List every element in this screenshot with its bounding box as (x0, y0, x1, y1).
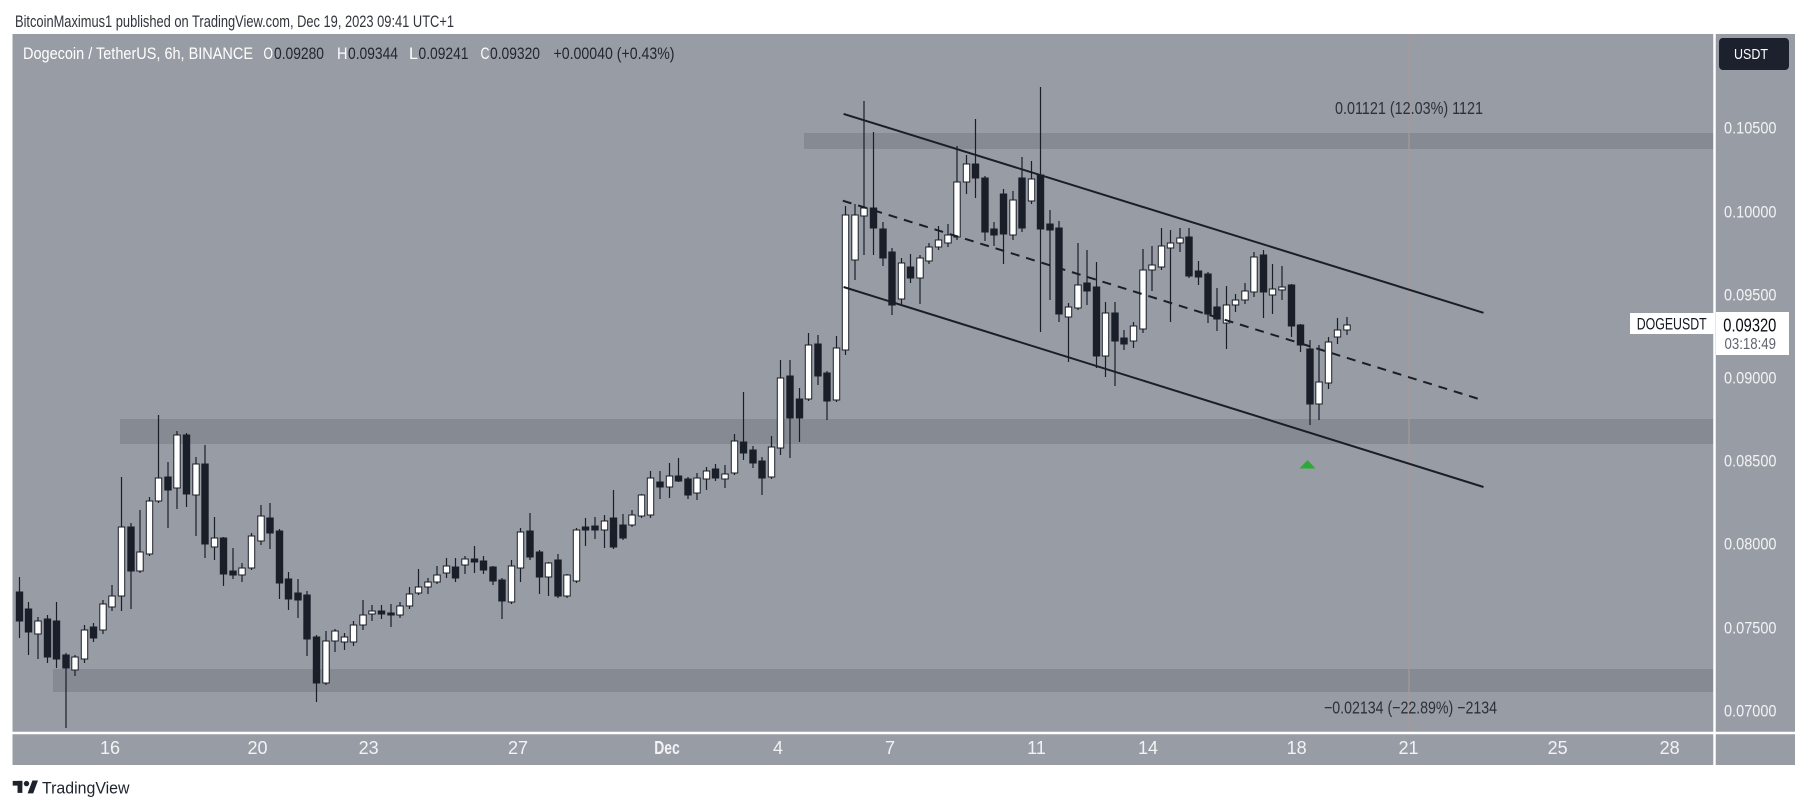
svg-text:H: H (337, 44, 348, 63)
svg-text:C: C (481, 44, 490, 63)
svg-text:Dec: Dec (654, 738, 680, 758)
svg-text:0.10500: 0.10500 (1724, 118, 1777, 137)
svg-text:0.10000: 0.10000 (1724, 202, 1777, 221)
svg-text:11: 11 (1027, 738, 1046, 758)
svg-text:23: 23 (359, 738, 379, 758)
svg-text:20: 20 (247, 738, 267, 758)
svg-text:TradingView: TradingView (42, 779, 130, 798)
svg-text:0.09320: 0.09320 (1723, 315, 1776, 336)
svg-text:0.08500: 0.08500 (1724, 451, 1777, 470)
svg-text:0.09320: 0.09320 (490, 44, 540, 63)
svg-text:USDT: USDT (1734, 47, 1768, 63)
svg-text:14: 14 (1138, 738, 1158, 758)
svg-text:25: 25 (1548, 738, 1568, 758)
svg-text:Dogecoin / TetherUS, 6h, BINAN: Dogecoin / TetherUS, 6h, BINANCE (23, 44, 253, 63)
svg-text:BitcoinMaximus1 published on T: BitcoinMaximus1 published on TradingView… (15, 12, 454, 31)
svg-text:+0.00040 (+0.43%): +0.00040 (+0.43%) (554, 44, 675, 63)
svg-text:0.09000: 0.09000 (1724, 368, 1777, 387)
svg-text:−0.02134 (−22.89%) −2134: −0.02134 (−22.89%) −2134 (1324, 698, 1497, 718)
svg-text:0.09344: 0.09344 (348, 44, 398, 63)
svg-text:16: 16 (100, 738, 120, 758)
svg-text:DOGEUSDT: DOGEUSDT (1637, 316, 1707, 334)
svg-text:4: 4 (773, 738, 783, 758)
svg-text:O: O (264, 44, 274, 63)
svg-text:0.09280: 0.09280 (274, 44, 324, 63)
svg-text:27: 27 (508, 738, 528, 758)
svg-text:18: 18 (1287, 738, 1307, 758)
svg-text:0.07000: 0.07000 (1724, 701, 1777, 720)
svg-text:0.08000: 0.08000 (1724, 534, 1777, 553)
svg-text:0.09241: 0.09241 (419, 44, 469, 63)
svg-text:7: 7 (885, 738, 895, 758)
svg-text:0.01121 (12.03%) 1121: 0.01121 (12.03%) 1121 (1335, 98, 1483, 118)
svg-text:21: 21 (1398, 738, 1418, 758)
svg-text:28: 28 (1660, 738, 1680, 758)
svg-text:0.07500: 0.07500 (1724, 618, 1777, 637)
svg-text:L: L (409, 44, 418, 63)
svg-text:0.09500: 0.09500 (1724, 285, 1777, 304)
svg-text:03:18:49: 03:18:49 (1725, 336, 1777, 353)
